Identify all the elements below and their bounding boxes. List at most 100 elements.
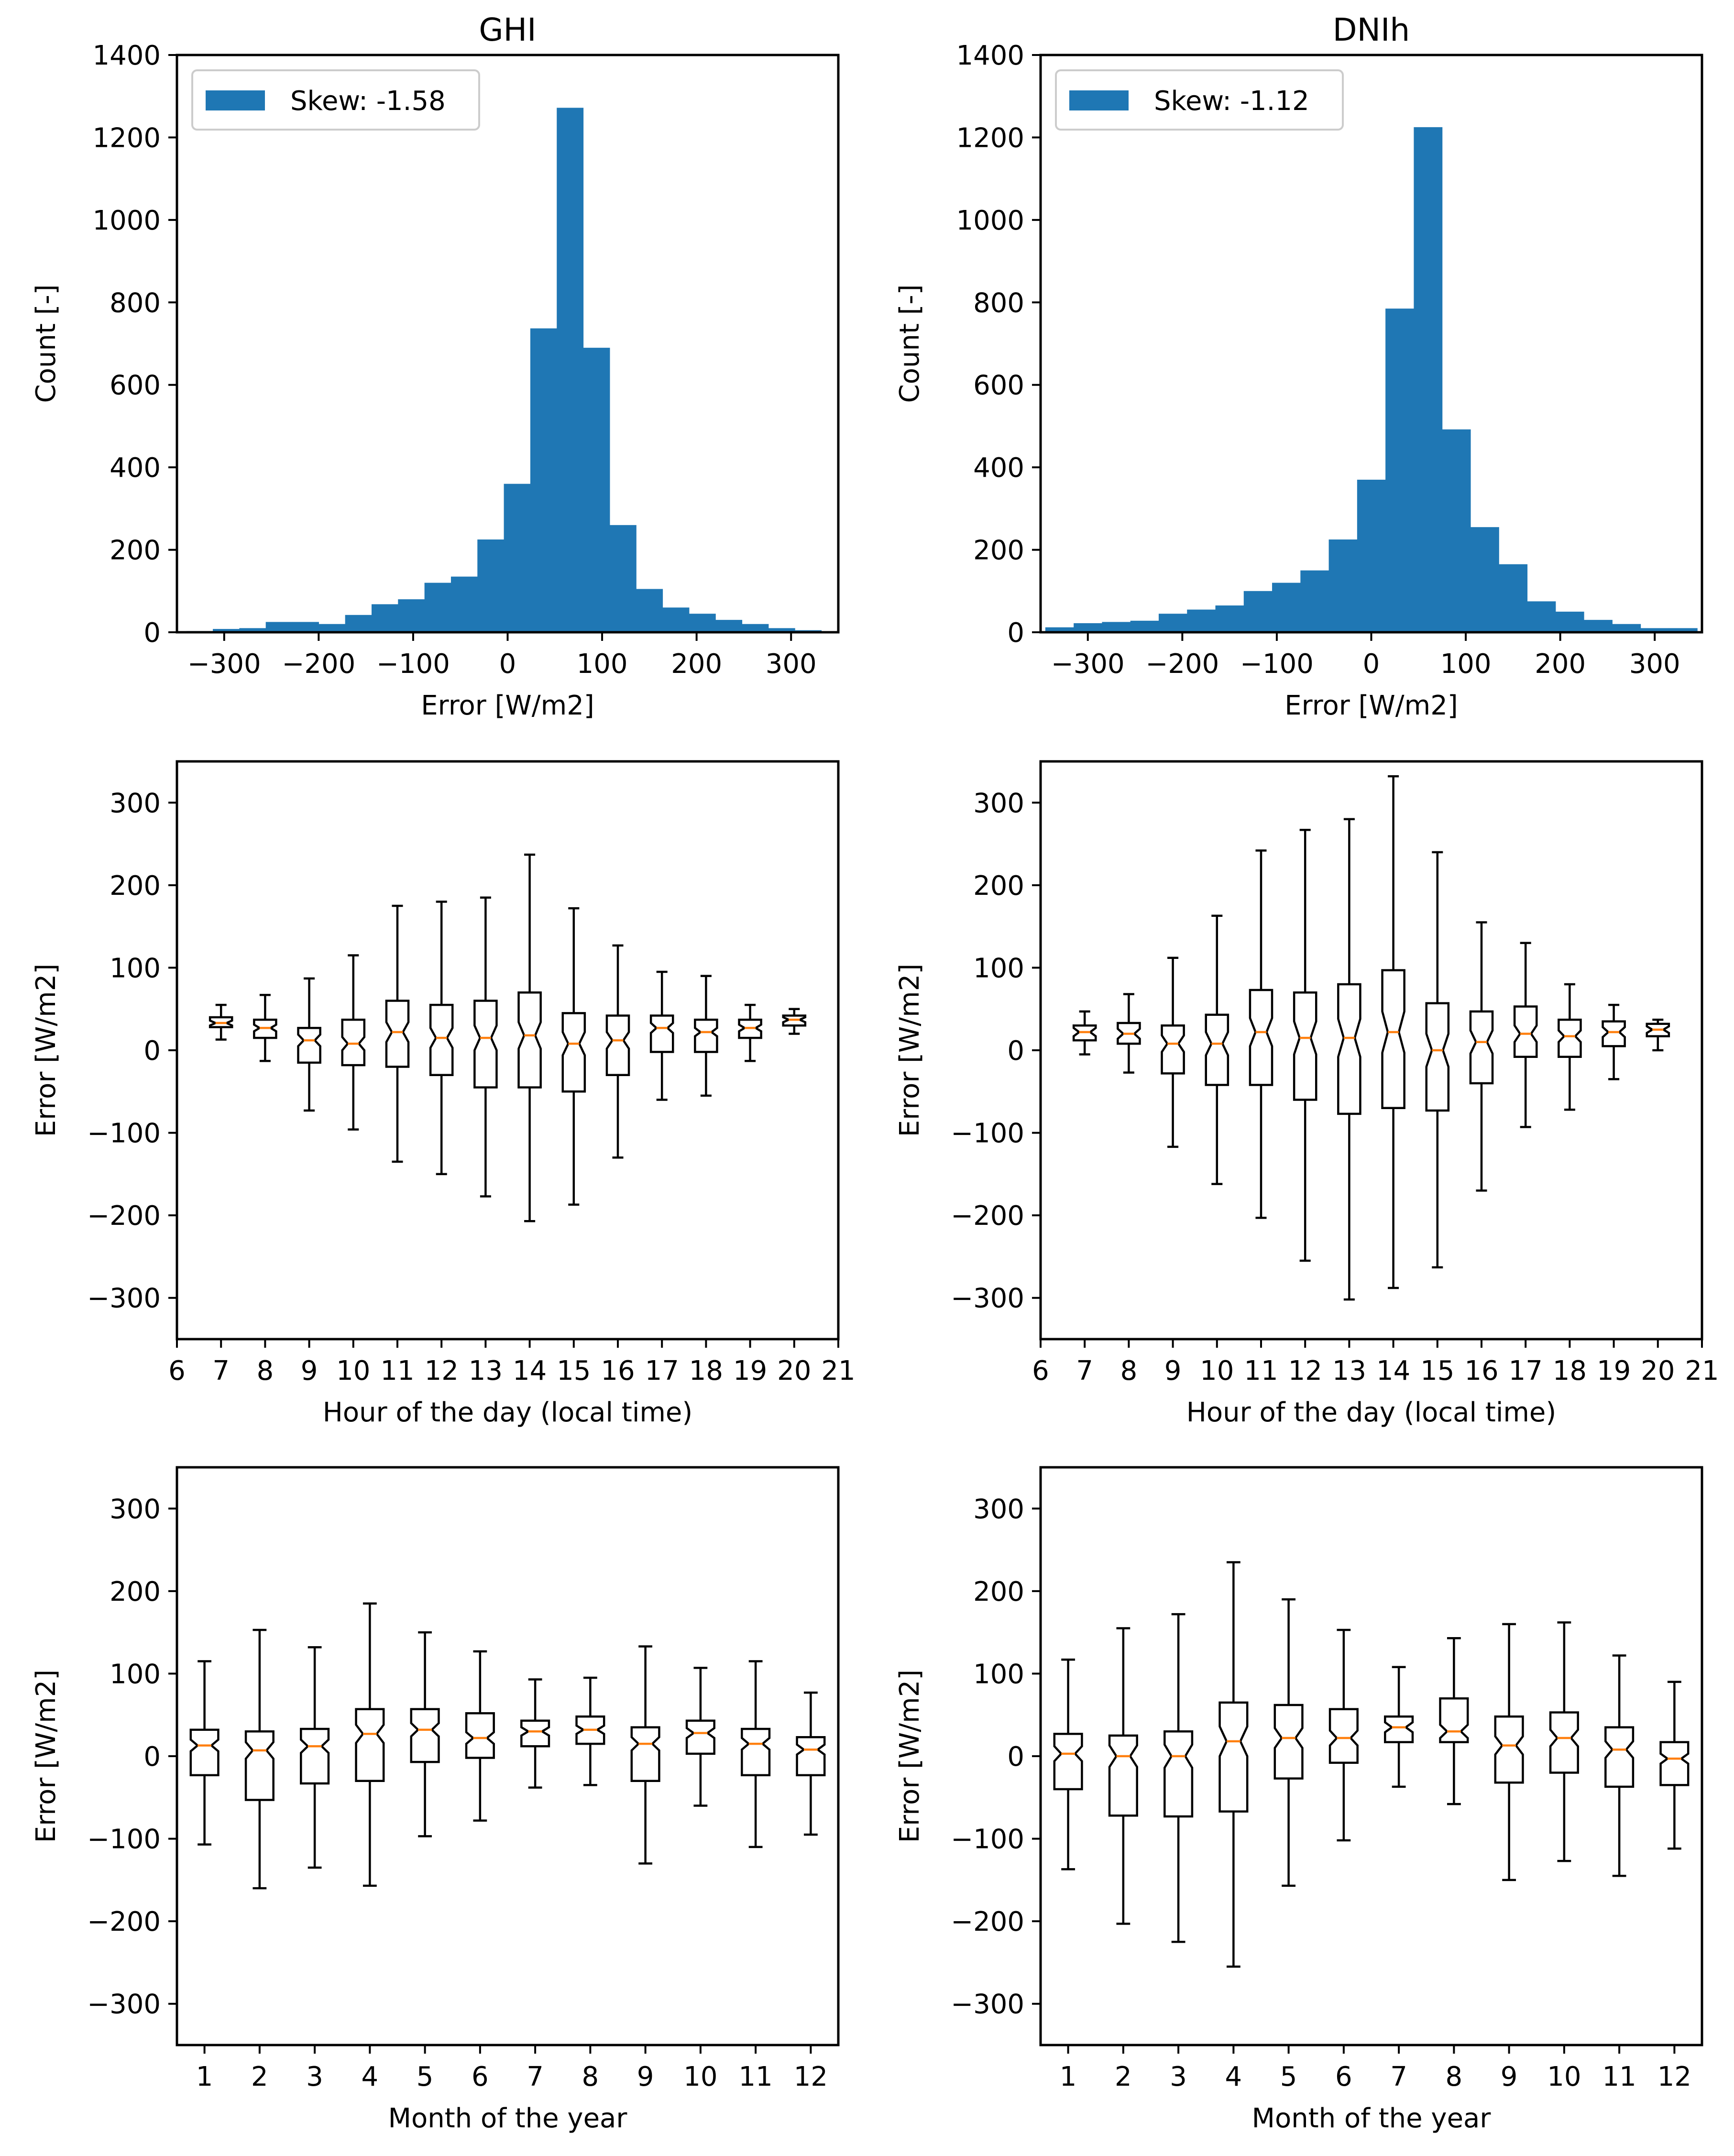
ghi-hist-x-axis-label: Error [W/m2] bbox=[421, 690, 594, 721]
histogram-bar bbox=[1158, 614, 1187, 632]
box-body bbox=[1469, 1010, 1494, 1085]
histogram-bar bbox=[1527, 601, 1556, 632]
y-tick-label: −200 bbox=[87, 1906, 161, 1937]
ghi-month-plot-area bbox=[189, 1602, 826, 1890]
box-plot-item bbox=[1425, 851, 1450, 1269]
histogram-bar bbox=[1414, 127, 1443, 632]
histogram-bar bbox=[265, 622, 293, 632]
box-plot-item bbox=[385, 904, 410, 1163]
box-plot-item bbox=[253, 994, 277, 1062]
box-body bbox=[473, 1000, 498, 1089]
box-body bbox=[385, 1000, 410, 1068]
dnih-hour-axes-frame bbox=[1039, 760, 1703, 1341]
box-plot-item bbox=[1161, 957, 1185, 1148]
box-body bbox=[1494, 1715, 1524, 1784]
box-body bbox=[782, 1014, 807, 1027]
box-plot-item bbox=[1558, 983, 1582, 1111]
box-body bbox=[630, 1726, 660, 1782]
box-body bbox=[341, 1018, 366, 1067]
legend-swatch bbox=[1069, 90, 1129, 110]
x-tick-label: 10 bbox=[336, 1355, 370, 1386]
histogram-bar bbox=[477, 539, 505, 632]
y-tick-label: −300 bbox=[87, 1989, 161, 2020]
box-plot-item bbox=[300, 1646, 330, 1869]
x-tick-label: 19 bbox=[1597, 1355, 1631, 1386]
box-plot-item bbox=[741, 1660, 771, 1848]
box-plot-item bbox=[410, 1631, 440, 1837]
histogram-bar bbox=[1640, 628, 1669, 632]
box-body bbox=[649, 1014, 674, 1053]
box-body bbox=[1273, 1704, 1304, 1780]
x-tick-label: 10 bbox=[1547, 2061, 1581, 2092]
y-tick-label: 200 bbox=[973, 870, 1024, 902]
x-tick-label: 8 bbox=[582, 2061, 599, 2092]
x-tick-label: 15 bbox=[1420, 1355, 1454, 1386]
histogram-bar bbox=[1272, 583, 1301, 632]
x-tick-label: 11 bbox=[1602, 2061, 1636, 2092]
histogram-bar bbox=[1045, 627, 1074, 632]
y-tick-label: 1000 bbox=[92, 205, 161, 236]
box-body bbox=[1163, 1730, 1194, 1818]
histogram-bar bbox=[1243, 591, 1273, 632]
y-tick-label: 800 bbox=[973, 287, 1024, 319]
y-tick-label: 1200 bbox=[956, 122, 1024, 154]
box-plot-item bbox=[1646, 1018, 1670, 1052]
y-tick-label: 300 bbox=[110, 1494, 161, 1525]
histogram-bar bbox=[504, 484, 531, 632]
box-plot-item bbox=[1205, 914, 1229, 1185]
box-body bbox=[517, 991, 542, 1089]
histogram-bar bbox=[1584, 620, 1613, 632]
box-plot-item bbox=[630, 1645, 660, 1865]
box-plot-item bbox=[1381, 775, 1405, 1289]
y-tick-label: −100 bbox=[951, 1824, 1024, 1855]
ghi-hour-plot-area bbox=[209, 853, 807, 1222]
y-tick-label: 300 bbox=[973, 1494, 1024, 1525]
x-tick-label: 12 bbox=[425, 1355, 459, 1386]
box-plot-item bbox=[694, 975, 718, 1097]
x-tick-label: 5 bbox=[417, 2061, 434, 2092]
box-body bbox=[355, 1708, 385, 1782]
dnih-hour-plot-area bbox=[1072, 775, 1670, 1301]
box-body bbox=[694, 1018, 718, 1053]
ghi-hist-legend: Skew: -1.58 bbox=[191, 69, 480, 131]
x-tick-label: 16 bbox=[1464, 1355, 1498, 1386]
x-tick-label: 9 bbox=[1501, 2061, 1518, 2092]
histogram-bar bbox=[1328, 539, 1358, 632]
histogram-bar bbox=[583, 348, 610, 632]
histogram-bar bbox=[1612, 624, 1641, 632]
box-body bbox=[209, 1016, 233, 1028]
x-tick-label: 4 bbox=[362, 2061, 379, 2092]
box-plot-item bbox=[1072, 1010, 1097, 1056]
y-tick-label: 800 bbox=[110, 287, 161, 319]
histogram-bar bbox=[609, 525, 637, 632]
histogram-bar bbox=[1470, 527, 1499, 632]
x-tick-label: 200 bbox=[1535, 649, 1586, 680]
box-plot-item bbox=[1549, 1621, 1579, 1862]
box-plot-item bbox=[782, 1008, 807, 1035]
box-plot-item bbox=[575, 1676, 605, 1786]
x-tick-label: 6 bbox=[1335, 2061, 1352, 2092]
y-tick-label: 400 bbox=[110, 452, 161, 484]
box-plot-item bbox=[297, 977, 321, 1112]
box-plot-item bbox=[561, 907, 586, 1206]
x-tick-label: 7 bbox=[1390, 2061, 1407, 2092]
box-body bbox=[738, 1018, 762, 1039]
dnih-hist-plot-area bbox=[1045, 127, 1698, 632]
histogram-bar bbox=[292, 622, 319, 632]
histogram-bar bbox=[213, 629, 240, 632]
x-tick-label: 18 bbox=[1553, 1355, 1587, 1386]
x-tick-label: 9 bbox=[301, 1355, 318, 1386]
box-body bbox=[1425, 1002, 1450, 1112]
box-body bbox=[1439, 1697, 1469, 1743]
x-tick-label: 10 bbox=[683, 2061, 717, 2092]
x-tick-label: 7 bbox=[527, 2061, 544, 2092]
legend-swatch bbox=[206, 90, 265, 110]
box-body bbox=[1205, 1013, 1229, 1086]
histogram-bar bbox=[398, 599, 425, 632]
box-plot-item bbox=[520, 1678, 550, 1789]
x-tick-label: 8 bbox=[1446, 2061, 1463, 2092]
box-plot-item bbox=[1249, 849, 1273, 1219]
x-tick-label: 300 bbox=[766, 649, 817, 680]
histogram-bar bbox=[742, 624, 769, 632]
box-body bbox=[1604, 1726, 1635, 1788]
